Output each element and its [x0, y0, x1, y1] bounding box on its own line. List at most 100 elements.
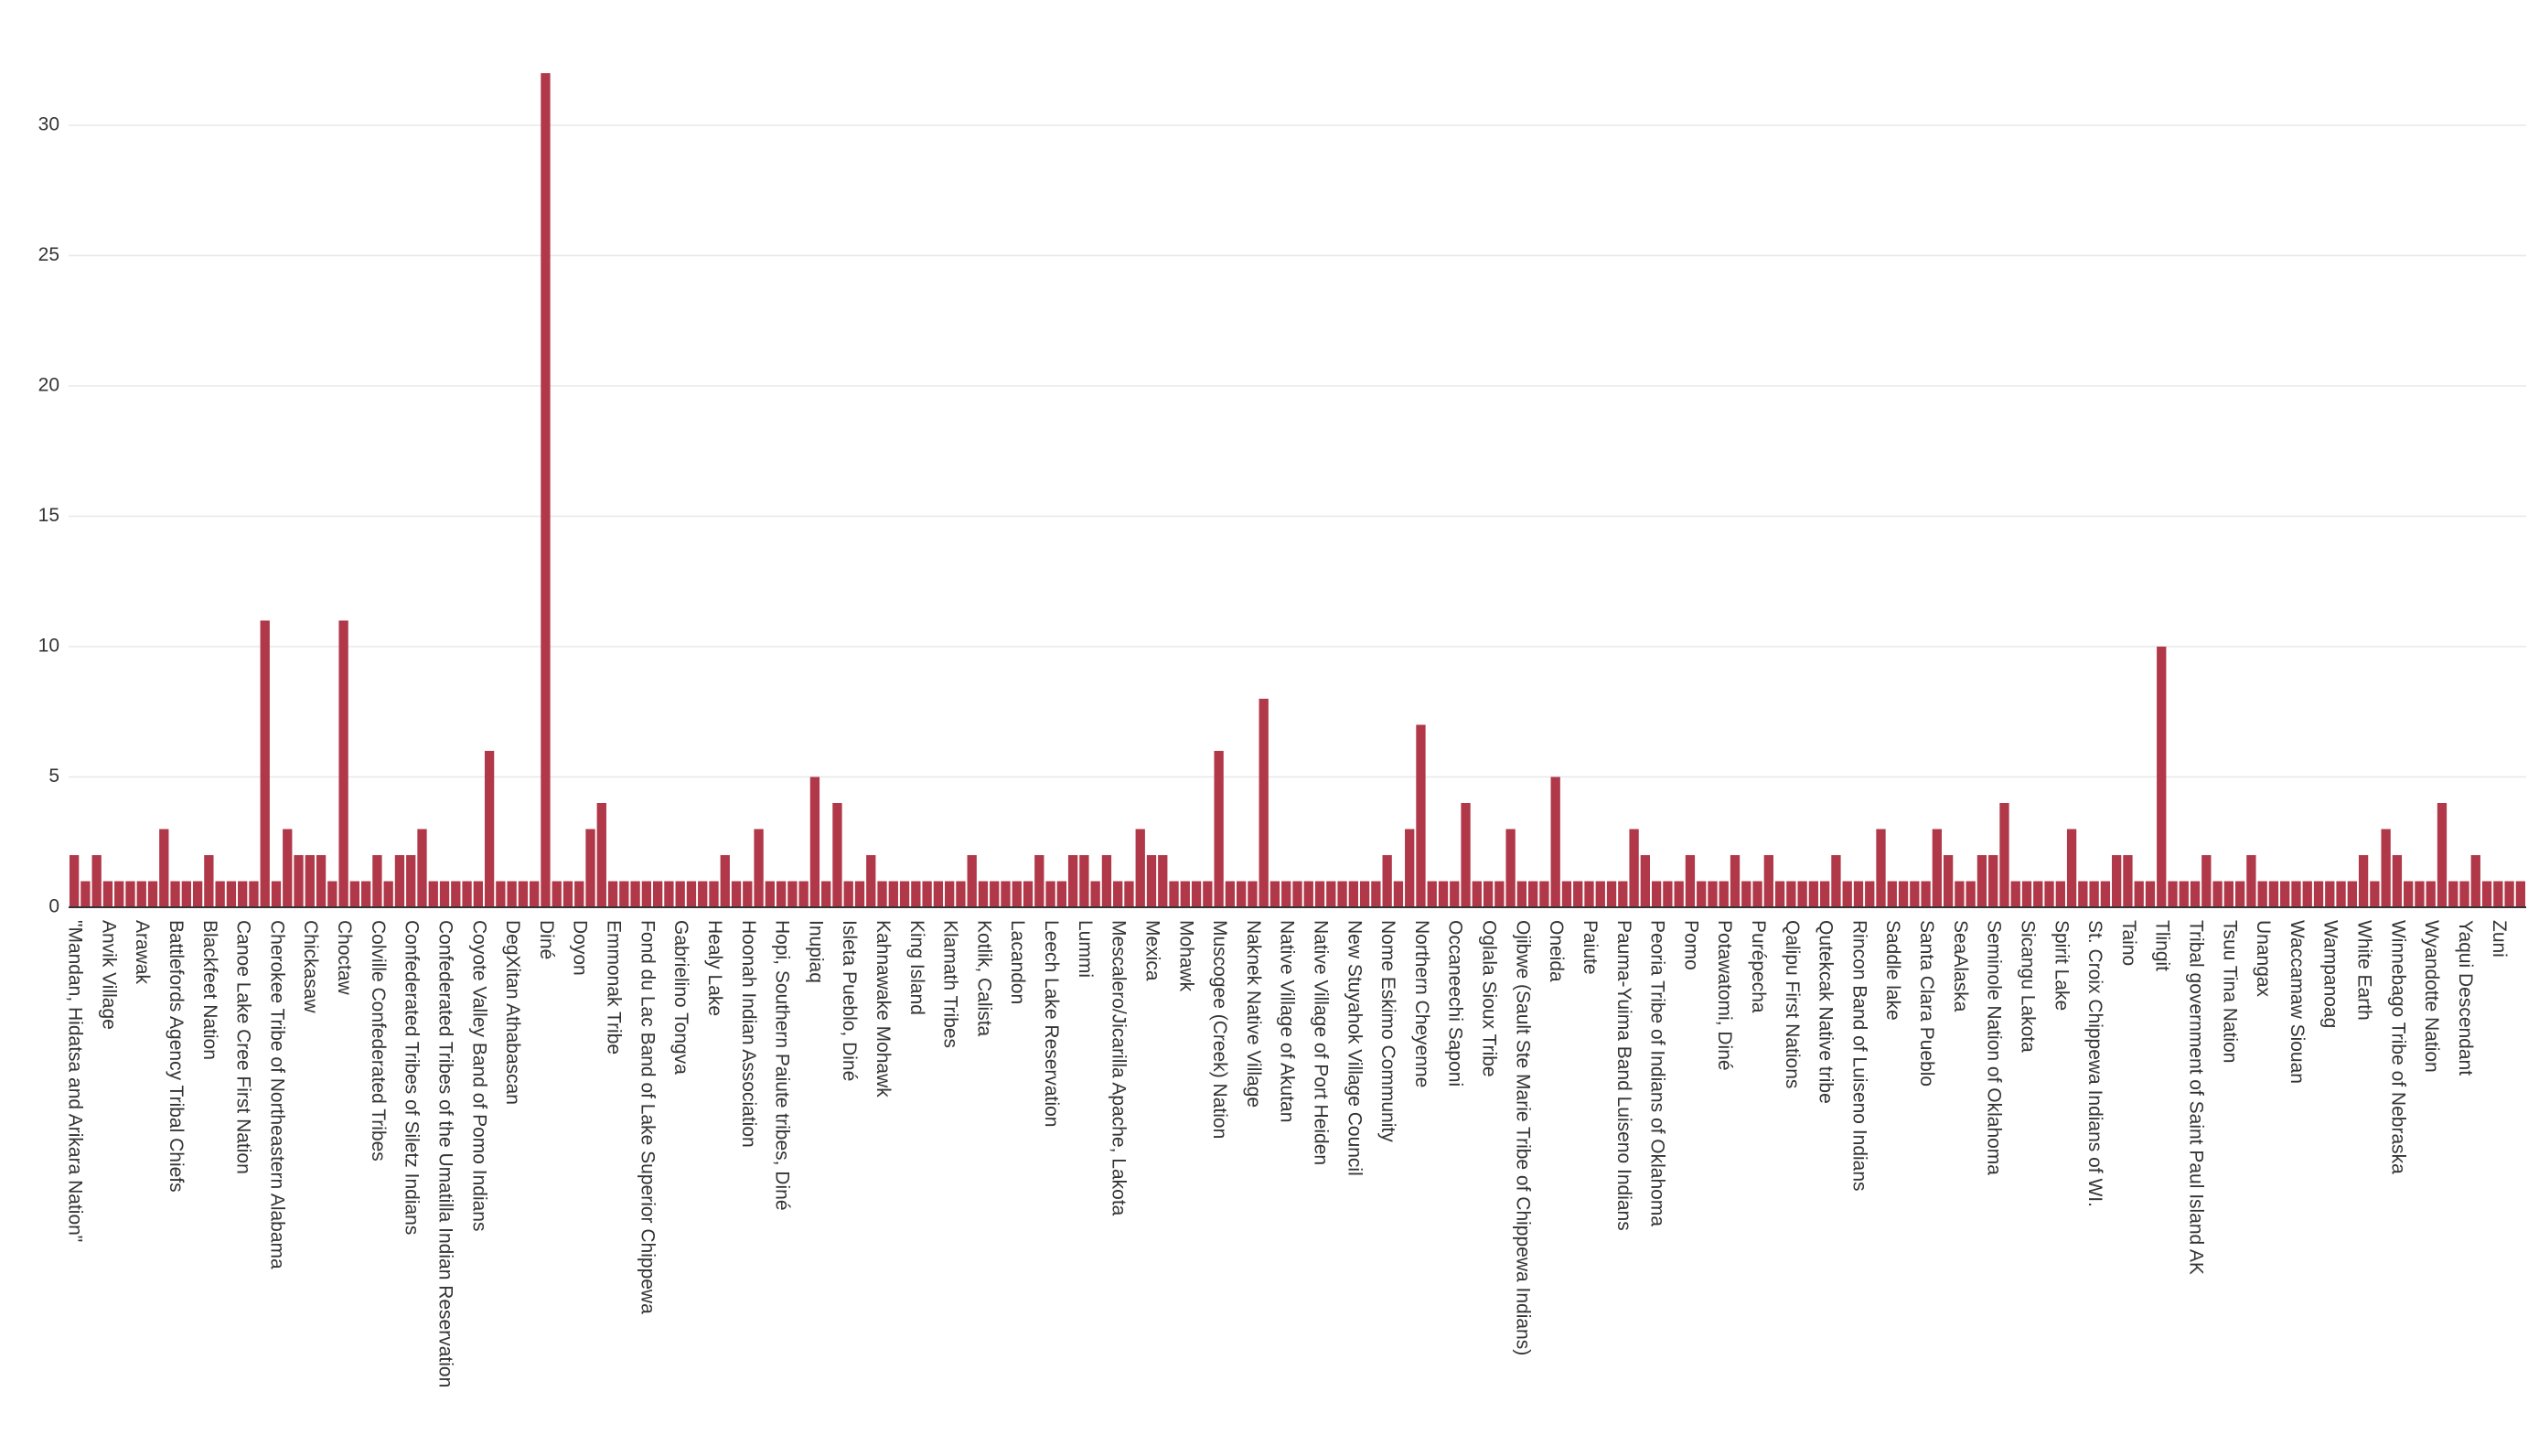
bar — [821, 881, 831, 907]
bar — [1269, 881, 1280, 907]
x-tick-label: Kahnawake Mohawk — [873, 920, 894, 1097]
bar — [1113, 881, 1123, 907]
bar — [1999, 803, 2009, 907]
y-tick-label: 25 — [38, 244, 59, 265]
bar — [1539, 881, 1549, 907]
bar — [798, 881, 809, 907]
x-tick-label: Hopi, Southern Paiute tribes, Diné — [772, 920, 793, 1211]
bar — [562, 881, 573, 907]
bar — [641, 881, 652, 907]
bar — [283, 829, 293, 907]
bar — [877, 881, 887, 907]
x-tick-label: Isleta Pueblo, Diné — [839, 920, 860, 1081]
x-tick-label: Ojibwe (Sault Ste Marie Tribe of Chippew… — [1512, 920, 1533, 1355]
x-tick-label: Saddle lake — [1882, 920, 1903, 1021]
bar — [327, 881, 337, 907]
x-tick-label: Klamath Tribes — [940, 920, 961, 1048]
bar — [1405, 829, 1415, 907]
x-tick-label: Northern Cheyenne — [1411, 920, 1432, 1087]
bar — [1348, 881, 1359, 907]
x-tick-label: St. Croix Chippewa Indians of WI. — [2084, 920, 2105, 1207]
bar — [933, 881, 944, 907]
bar — [2123, 855, 2133, 907]
bar — [1191, 881, 1202, 907]
bar — [2089, 881, 2099, 907]
bar — [854, 881, 865, 907]
x-tick-label: Kotlik, Calista — [973, 920, 994, 1037]
bar — [2426, 881, 2436, 907]
bar — [1763, 855, 1773, 907]
bar — [147, 881, 158, 907]
bar — [1842, 881, 1852, 907]
bar — [1730, 855, 1741, 907]
x-tick-label: Wyandotte Nation — [2421, 920, 2442, 1073]
bar — [1618, 881, 1628, 907]
bar — [2437, 803, 2448, 907]
bar — [1988, 855, 1998, 907]
bar — [1326, 881, 1336, 907]
bar — [1595, 881, 1605, 907]
bar — [596, 803, 606, 907]
bar — [1248, 881, 1258, 907]
x-tick-label: King Island — [906, 920, 927, 1015]
bar — [2470, 855, 2480, 907]
bar — [136, 881, 146, 907]
bar — [1483, 881, 1494, 907]
bar — [843, 881, 853, 907]
bar — [2280, 881, 2290, 907]
bar — [2415, 881, 2425, 907]
x-tick-label: Hoonah Indian Association — [738, 920, 759, 1148]
bar — [2392, 855, 2403, 907]
bar — [2459, 881, 2469, 907]
x-tick-label: Lummi — [1075, 920, 1096, 978]
bar — [249, 881, 259, 907]
bar — [473, 881, 483, 907]
bar — [69, 855, 80, 907]
bar — [360, 881, 371, 907]
bar — [574, 881, 584, 907]
x-tick-label: Coyote Valley Band of Pomo Indians — [468, 920, 489, 1231]
bar — [1079, 855, 1089, 907]
bar — [1203, 881, 1213, 907]
bar — [552, 881, 562, 907]
bar — [1382, 855, 1392, 907]
bar — [2336, 881, 2346, 907]
x-tick-label: New Stuyahok Village Council — [1344, 920, 1365, 1176]
bar — [1898, 881, 1909, 907]
x-tick-label: Native Village of Akutan — [1277, 920, 1298, 1122]
bar — [114, 881, 124, 907]
bar — [2291, 881, 2301, 907]
bar — [181, 881, 191, 907]
x-tick-label: Tsuu Tina Nation — [2219, 920, 2240, 1063]
x-tick-label: Zuni — [2489, 920, 2510, 958]
x-tick-label: Tlingit — [2152, 920, 2173, 971]
bar — [911, 881, 921, 907]
x-tick-label: Pomo — [1680, 920, 1701, 970]
bar — [1606, 881, 1617, 907]
bar — [383, 881, 393, 907]
bar — [2100, 881, 2111, 907]
bar — [1887, 881, 1897, 907]
bar — [1090, 881, 1100, 907]
bar — [518, 881, 529, 907]
bar — [1438, 881, 1449, 907]
x-tick-label: Unangax — [2253, 920, 2274, 998]
bar — [394, 855, 405, 907]
bar — [1427, 881, 1437, 907]
bar — [2515, 881, 2526, 907]
x-tick-label: Arawak — [132, 920, 153, 985]
bar — [159, 829, 169, 907]
bar — [1450, 881, 1460, 907]
bar — [664, 881, 674, 907]
x-tick-label: Leech Lake Reservation — [1041, 920, 1062, 1127]
x-tick-label: Waccamaw Siouan — [2287, 920, 2308, 1084]
bar — [967, 855, 977, 907]
x-tick-label: Blackfeet Nation — [199, 920, 220, 1060]
bar — [2358, 855, 2369, 907]
bar — [1135, 829, 1145, 907]
bar — [698, 881, 708, 907]
bar — [754, 829, 764, 907]
bar — [1629, 829, 1639, 907]
bar — [1180, 881, 1190, 907]
